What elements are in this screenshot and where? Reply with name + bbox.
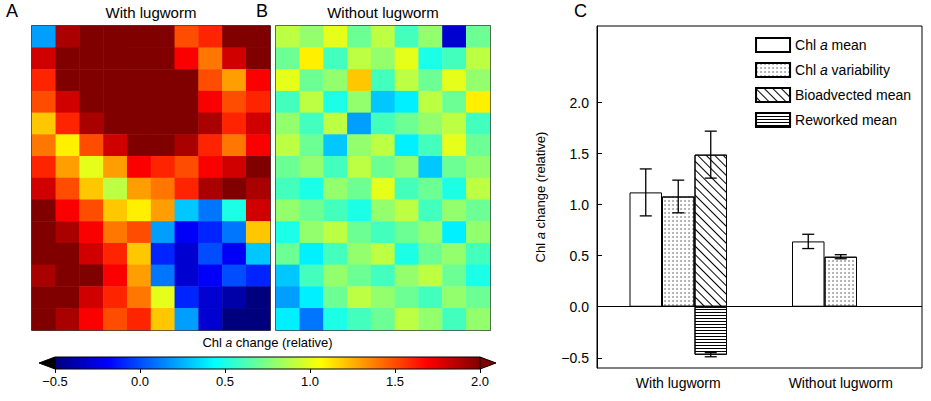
svg-text:−0.5: −0.5: [42, 374, 68, 389]
svg-text:0.5: 0.5: [570, 248, 590, 264]
svg-text:Reworked mean: Reworked mean: [795, 112, 897, 128]
svg-text:Chl: Chl: [795, 37, 820, 53]
svg-text:mean: mean: [828, 37, 867, 53]
svg-text:Without lugworm: Without lugworm: [789, 375, 893, 391]
svg-text:a: a: [819, 37, 828, 53]
svg-text:a: a: [819, 62, 828, 78]
svg-text:1.0: 1.0: [570, 197, 590, 213]
svg-text:Chl: Chl: [533, 239, 548, 262]
svg-text:C: C: [574, 1, 587, 21]
svg-text:variability: variability: [828, 62, 890, 78]
svg-text:Chl: Chl: [795, 62, 820, 78]
svg-text:0.0: 0.0: [570, 299, 590, 315]
svg-text:B: B: [256, 1, 268, 21]
svg-text:1.0: 1.0: [301, 374, 319, 389]
svg-text:With lugworm: With lugworm: [106, 4, 197, 21]
svg-text:With lugworm: With lugworm: [636, 375, 721, 391]
svg-text:1.5: 1.5: [570, 146, 590, 162]
svg-text:2.0: 2.0: [471, 374, 489, 389]
svg-text:0.0: 0.0: [131, 374, 149, 389]
svg-text:0.5: 0.5: [216, 374, 234, 389]
svg-text:a: a: [533, 232, 548, 239]
svg-text:change (relative): change (relative): [533, 132, 548, 232]
svg-text:Bioadvected mean: Bioadvected mean: [795, 87, 911, 103]
svg-text:2.0: 2.0: [570, 95, 590, 111]
svg-text:Chl: Chl: [202, 335, 225, 350]
svg-text:A: A: [6, 1, 18, 21]
svg-text:−0.5: −0.5: [561, 350, 589, 366]
svg-text:Without lugworm: Without lugworm: [327, 4, 439, 21]
svg-text:a: a: [225, 335, 233, 350]
svg-text:1.5: 1.5: [386, 374, 404, 389]
svg-text:change (relative): change (relative): [232, 335, 332, 350]
